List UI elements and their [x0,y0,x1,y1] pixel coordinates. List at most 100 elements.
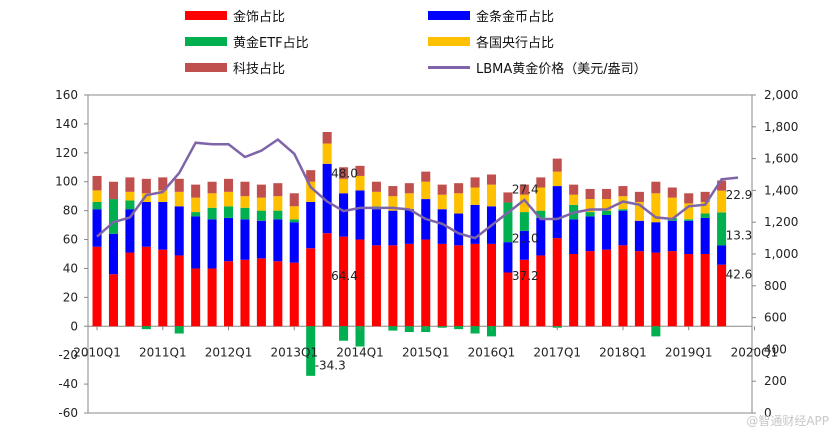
bar-segment [700,254,710,327]
bar-segment [240,219,250,260]
lbma-price-line [96,137,739,240]
data-label: 42.6 [726,268,753,282]
bar-segment [519,230,529,260]
bar-segment [141,246,151,327]
bar-segment [125,200,135,210]
legend-item: 黄金ETF占比 [185,32,309,51]
bar-segment [421,181,431,200]
bar-segment [125,177,135,192]
bar-segment [273,196,283,211]
bar-segment [470,243,480,327]
bar-segment [634,251,644,327]
legend-item: 金条金币占比 [428,6,554,25]
bar-segment [388,196,398,211]
x-tick-label: 2012Q1 [205,345,253,359]
left-tick-label: 40 [63,261,78,275]
bar-segment [371,209,381,246]
x-tick-label: 2019Q1 [665,345,713,359]
bar-segment [486,174,497,185]
bar-segment [470,204,480,244]
bar-segment [618,245,628,327]
x-tick-label: 2014Q1 [336,345,384,359]
bar-segment [503,272,513,327]
bar-segment [684,254,694,327]
bar-segment [437,194,447,210]
bar-segment [174,206,184,256]
bar-segment [191,212,201,217]
bar-segment [552,186,562,239]
left-tick-label: 100 [55,175,78,189]
x-tick-label: 2016Q1 [468,345,516,359]
left-tick-label: 160 [55,88,78,102]
bar-segment [569,254,579,327]
bar-segment [207,219,217,269]
bar-segment [371,191,381,207]
bar-segment [552,238,562,327]
legend-item: 科技占比 [185,58,285,77]
bar-segment [92,190,102,202]
bar-segment [306,201,316,249]
bar-segment [273,183,283,197]
left-tick-label: 80 [63,204,78,218]
bar-segment [355,175,365,191]
data-label: 48.0 [331,166,358,180]
bar-segment [618,210,628,246]
bar-segment [651,326,661,337]
bar-segment [585,251,595,327]
bar-segment [355,190,365,240]
bar-segment [174,191,184,207]
x-tick-label: 2013Q1 [270,345,318,359]
x-tick-label: 2020Q1 [731,345,779,359]
bar-segment [158,249,168,327]
watermark: @智通财经APP [746,414,829,428]
data-label: 22.9 [726,188,753,202]
bar-segment [454,245,464,327]
bar-segment [618,209,628,211]
bar-segment [289,262,299,327]
bar-segment [684,203,694,220]
bar-segment [618,186,628,197]
bar-segment [322,233,332,327]
data-label: -34.3 [315,359,346,373]
bar-segment [273,219,283,262]
bar-segment [404,326,414,333]
bar-segment [256,210,266,221]
bar-segment [108,274,118,327]
bar-segment [224,261,234,327]
legend-swatch [428,66,470,69]
bar-segment [191,268,201,327]
bar-segment [306,248,316,327]
bar-segment [536,255,546,327]
bar-segment [421,171,431,182]
bar-segment [437,184,447,195]
bar-segment [355,326,365,347]
bar-segment [454,326,464,330]
right-tick-label: 0 [764,406,772,420]
bar-segment [602,188,612,200]
legend-item: 金饰占比 [185,6,285,25]
x-tick-label: 2018Q1 [599,345,647,359]
bar-segment [289,193,299,207]
right-tick-label: 400 [764,342,787,356]
bar-segment [224,217,234,262]
bar-segment [158,177,168,191]
bar-segment [404,209,414,244]
bar-segment [256,184,266,198]
bar-segment [355,165,365,176]
bar-segment [569,184,579,195]
bar-segment [289,219,299,223]
left-tick-label: 60 [63,233,78,247]
bar-segment [191,184,201,198]
bar-segment [437,326,447,328]
bar-segment [651,252,661,327]
bar-segment [519,194,529,213]
right-tick-label: 1,000 [764,247,798,261]
right-tick-label: 1,200 [764,215,798,229]
bar-segment [224,206,234,218]
left-tick-label: -40 [58,377,78,391]
x-tick-label: 2011Q1 [139,345,187,359]
bar-segment [388,186,398,197]
legend-label: 各国央行占比 [476,36,555,51]
bar-segment [503,202,513,243]
bar-segment [536,187,546,211]
